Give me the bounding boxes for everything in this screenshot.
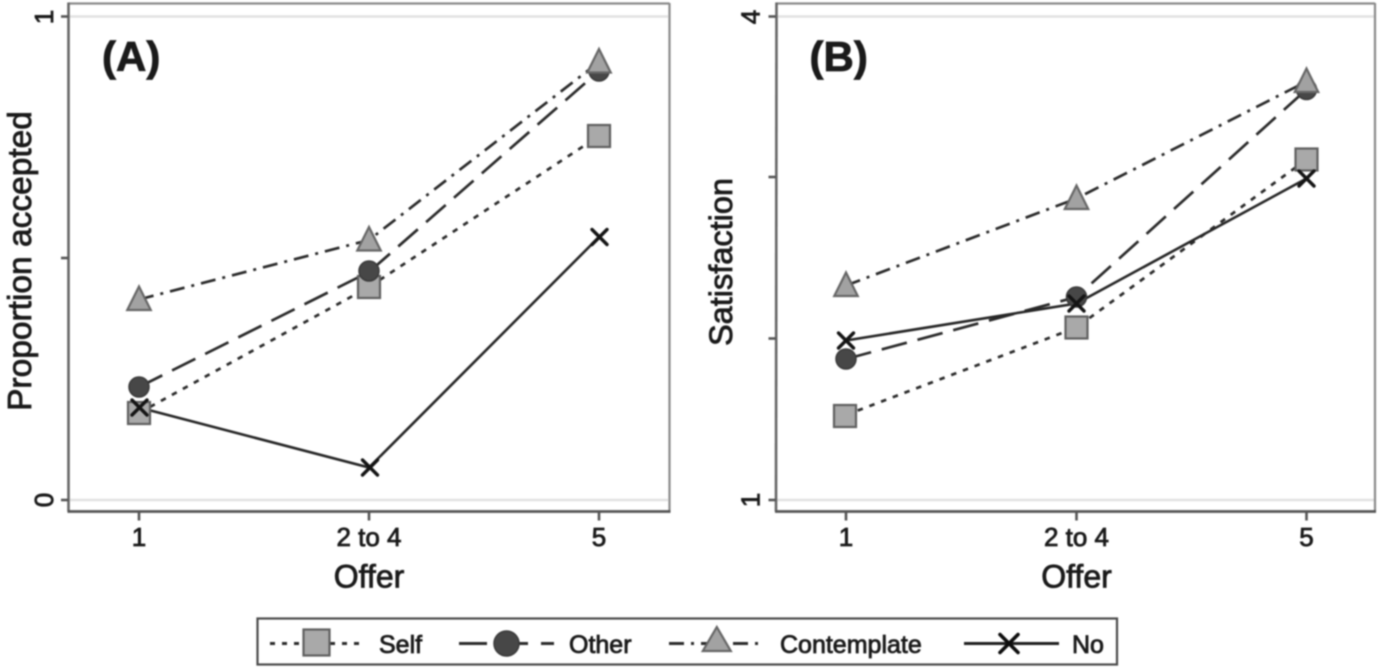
svg-text:1: 1 <box>736 493 766 507</box>
svg-text:1: 1 <box>29 10 59 24</box>
svg-text:5: 5 <box>1299 522 1313 552</box>
svg-text:Offer: Offer <box>1041 559 1112 595</box>
svg-text:4: 4 <box>736 10 766 24</box>
svg-text:Offer: Offer <box>334 559 405 595</box>
svg-text:(A): (A) <box>102 33 160 80</box>
svg-text:0: 0 <box>29 493 59 507</box>
svg-text:2 to 4: 2 to 4 <box>336 522 401 552</box>
svg-text:Contemplate: Contemplate <box>780 631 922 659</box>
svg-text:Self: Self <box>379 631 422 659</box>
svg-text:1: 1 <box>132 522 146 552</box>
svg-text:Other: Other <box>569 631 632 659</box>
svg-text:2 to 4: 2 to 4 <box>1044 522 1109 552</box>
svg-text:Satisfaction: Satisfaction <box>703 178 739 346</box>
svg-text:5: 5 <box>592 522 606 552</box>
svg-text:Proportion accepted: Proportion accepted <box>2 111 39 411</box>
svg-text:No: No <box>1072 631 1104 659</box>
svg-text:1: 1 <box>839 522 853 552</box>
svg-text:(B): (B) <box>810 33 868 80</box>
